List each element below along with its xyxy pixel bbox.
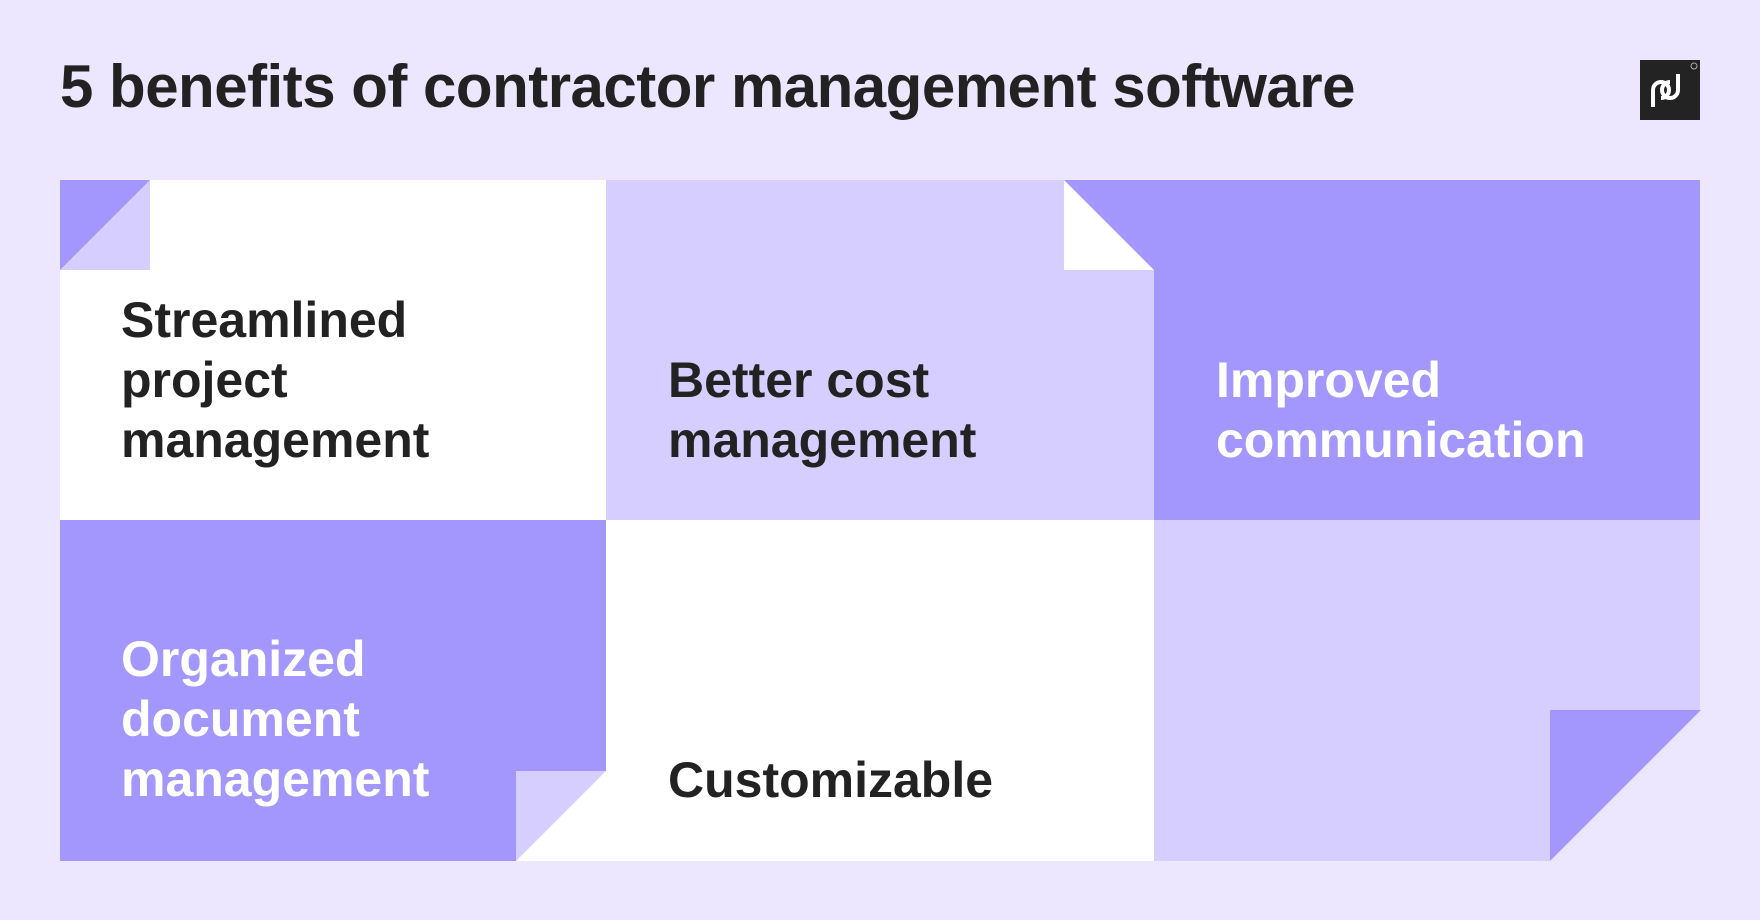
benefit-label-1: Streamlined project management bbox=[121, 290, 429, 470]
benefit-line: Customizable bbox=[668, 752, 994, 808]
benefit-label-2: Better cost management bbox=[668, 350, 976, 470]
benefit-line: management bbox=[121, 751, 430, 807]
benefit-tile-4 bbox=[60, 520, 606, 861]
folded-corner-icon bbox=[1550, 710, 1701, 861]
benefit-line: document bbox=[121, 691, 360, 747]
benefit-tile-5 bbox=[606, 520, 1154, 861]
benefit-line: Better cost bbox=[668, 352, 930, 408]
benefit-line: communication bbox=[1216, 412, 1586, 468]
benefit-line: management bbox=[668, 412, 977, 468]
benefit-tile-1 bbox=[60, 180, 606, 520]
benefit-label-4: Organized document management bbox=[121, 629, 429, 809]
pandadoc-logo bbox=[1640, 60, 1700, 120]
folded-corner-icon bbox=[516, 771, 606, 861]
page-title: 5 benefits of contractor management soft… bbox=[60, 53, 1355, 120]
benefit-line: management bbox=[121, 412, 430, 468]
benefit-tile-2 bbox=[606, 180, 1154, 520]
benefit-line: Streamlined bbox=[121, 292, 408, 348]
folded-corner-icon bbox=[60, 180, 150, 270]
benefit-label-3: Improved communication bbox=[1216, 350, 1585, 470]
benefit-line: Organized bbox=[121, 631, 366, 687]
benefit-tile-3 bbox=[1154, 180, 1700, 520]
benefit-line: Improved bbox=[1216, 352, 1442, 408]
folded-corner-icon bbox=[1064, 180, 1154, 270]
benefit-label-5: Customizable bbox=[668, 750, 993, 810]
logo-icon bbox=[1651, 62, 1698, 107]
benefit-line: project bbox=[121, 352, 288, 408]
